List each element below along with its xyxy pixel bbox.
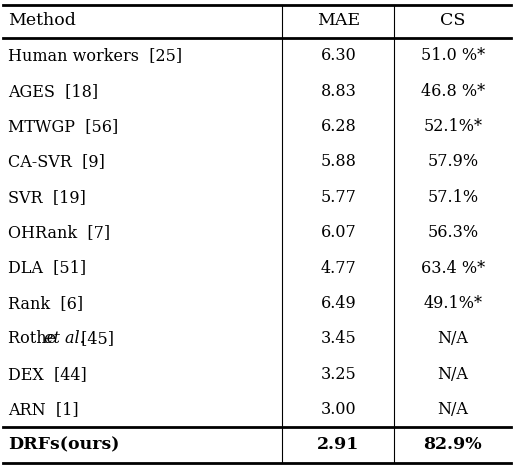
Text: Rothe: Rothe (8, 330, 61, 347)
Text: Rank  [6]: Rank [6] (8, 295, 83, 312)
Text: 2.91: 2.91 (317, 436, 359, 454)
Text: MTWGP  [56]: MTWGP [56] (8, 118, 118, 135)
Text: ARN  [1]: ARN [1] (8, 401, 79, 418)
Text: 51.0 %*: 51.0 %* (420, 47, 485, 64)
Text: 46.8 %*: 46.8 %* (420, 83, 485, 99)
Text: Method: Method (8, 12, 76, 29)
Text: 57.1%: 57.1% (427, 189, 479, 206)
Text: 63.4 %*: 63.4 %* (420, 259, 485, 277)
Text: 4.77: 4.77 (320, 259, 356, 277)
Text: CA-SVR  [9]: CA-SVR [9] (8, 153, 105, 170)
Text: 6.30: 6.30 (320, 47, 356, 64)
Text: 5.77: 5.77 (320, 189, 356, 206)
Text: SVR  [19]: SVR [19] (8, 189, 86, 206)
Text: AGES  [18]: AGES [18] (8, 83, 98, 99)
Text: 5.88: 5.88 (320, 153, 356, 170)
Text: Human workers  [25]: Human workers [25] (8, 47, 182, 64)
Text: 8.83: 8.83 (320, 83, 356, 99)
Text: 6.07: 6.07 (320, 224, 356, 241)
Text: N/A: N/A (437, 366, 468, 383)
Text: 3.45: 3.45 (320, 330, 356, 347)
Text: 82.9%: 82.9% (424, 436, 482, 454)
Text: 6.28: 6.28 (320, 118, 356, 135)
Text: 56.3%: 56.3% (427, 224, 479, 241)
Text: DRFs(ours): DRFs(ours) (8, 436, 119, 454)
Text: N/A: N/A (437, 330, 468, 347)
Text: DEX  [44]: DEX [44] (8, 366, 87, 383)
Text: [45]: [45] (76, 330, 114, 347)
Text: 52.1%*: 52.1%* (423, 118, 482, 135)
Text: CS: CS (440, 12, 466, 29)
Text: OHRank  [7]: OHRank [7] (8, 224, 110, 241)
Text: 3.00: 3.00 (321, 401, 356, 418)
Text: 57.9%: 57.9% (427, 153, 479, 170)
Text: et al.: et al. (45, 330, 85, 347)
Text: 3.25: 3.25 (320, 366, 356, 383)
Text: MAE: MAE (317, 12, 360, 29)
Text: DLA  [51]: DLA [51] (8, 259, 86, 277)
Text: N/A: N/A (437, 401, 468, 418)
Text: 49.1%*: 49.1%* (423, 295, 482, 312)
Text: 6.49: 6.49 (320, 295, 356, 312)
